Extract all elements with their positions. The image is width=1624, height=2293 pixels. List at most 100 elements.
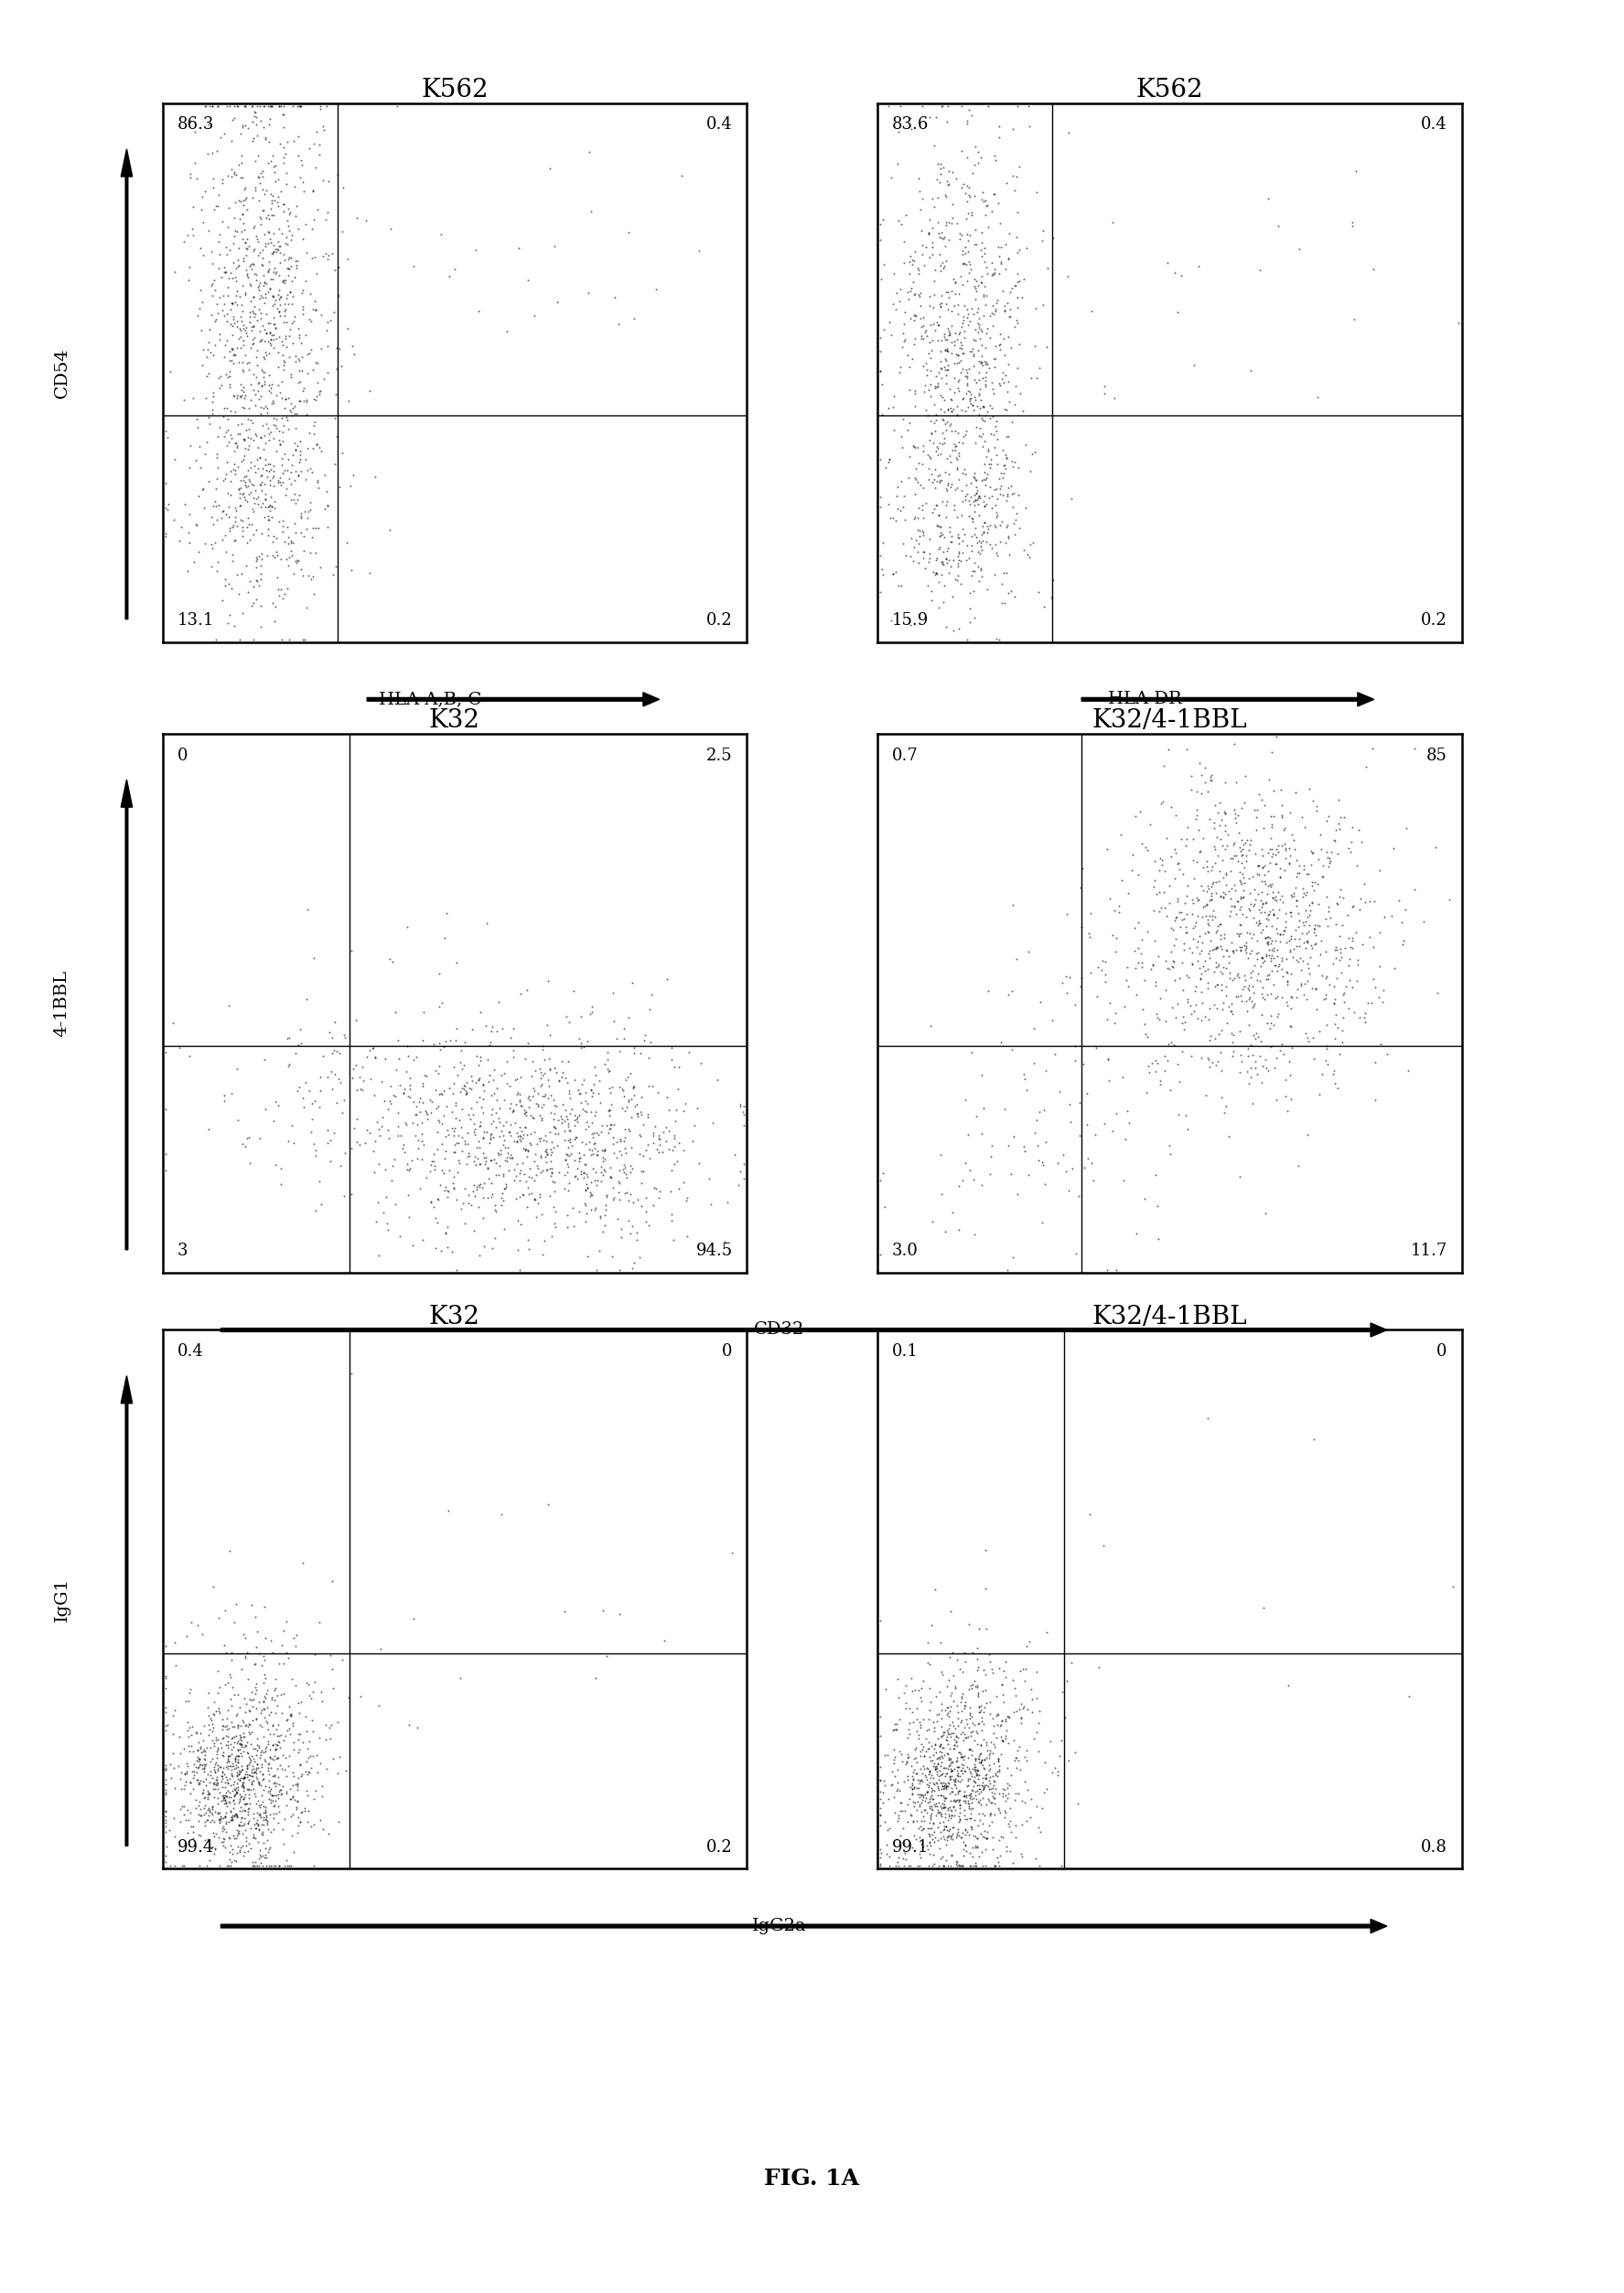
Point (1018, 1695, 1044, 1731)
Point (516, 1231, 542, 1268)
Point (252, 1825, 278, 1862)
Point (633, 1130, 659, 1167)
Point (945, 1846, 971, 1883)
Point (260, 1759, 286, 1795)
Point (908, 1750, 934, 1786)
Text: 85: 85 (1426, 748, 1447, 764)
Point (195, 1717, 221, 1754)
Point (974, 1814, 1000, 1850)
Point (1156, 1071, 1182, 1108)
Point (867, 1763, 893, 1800)
Point (211, 298, 237, 335)
Point (263, 1727, 289, 1763)
Point (539, 1156, 565, 1192)
Point (958, 1754, 984, 1791)
Point (270, 261, 296, 298)
Point (1083, 1030, 1109, 1066)
Point (892, 305, 918, 342)
Point (442, 1133, 468, 1169)
Point (929, 87, 955, 124)
Point (516, 1176, 542, 1213)
Point (908, 1777, 934, 1814)
Point (242, 1754, 268, 1791)
Point (180, 1809, 206, 1846)
Point (895, 1740, 921, 1777)
Point (1010, 392, 1036, 429)
Point (919, 1204, 945, 1241)
Point (1197, 761, 1223, 798)
Point (986, 1848, 1012, 1885)
Point (953, 245, 979, 282)
Point (247, 587, 273, 624)
Point (867, 488, 893, 525)
Point (1260, 874, 1286, 910)
Point (197, 1828, 222, 1864)
Point (991, 291, 1017, 328)
Point (1065, 1179, 1091, 1215)
Point (898, 271, 924, 307)
Point (1210, 984, 1236, 1020)
Point (247, 1768, 273, 1805)
Point (242, 484, 268, 521)
Point (929, 277, 955, 314)
Point (214, 1848, 240, 1885)
Point (299, 557, 325, 594)
Point (533, 1121, 559, 1158)
Point (1069, 908, 1095, 945)
Point (180, 543, 206, 580)
Point (258, 236, 284, 273)
Point (931, 1848, 957, 1885)
Point (1268, 940, 1294, 977)
Point (965, 314, 991, 351)
Point (190, 1763, 216, 1800)
Point (918, 332, 944, 369)
Point (260, 447, 286, 484)
Point (375, 1112, 401, 1149)
Point (231, 1779, 257, 1816)
Point (1181, 993, 1207, 1030)
Point (939, 335, 965, 371)
Point (158, 1848, 184, 1885)
Point (445, 1142, 471, 1179)
Point (250, 1793, 276, 1830)
Point (898, 608, 924, 644)
Point (1220, 933, 1246, 970)
Point (583, 1094, 609, 1130)
Point (961, 1743, 987, 1779)
Point (177, 1734, 203, 1770)
Point (1077, 954, 1103, 991)
Point (914, 1750, 940, 1786)
Point (242, 1807, 268, 1844)
Point (1013, 1802, 1039, 1839)
Point (606, 1165, 632, 1202)
Point (1246, 775, 1272, 812)
Point (271, 144, 297, 181)
Point (268, 541, 294, 578)
Point (284, 1073, 310, 1110)
Point (932, 179, 958, 216)
Point (261, 1715, 287, 1752)
Point (557, 1094, 583, 1130)
Point (934, 1818, 960, 1855)
Point (929, 424, 955, 461)
Point (890, 1841, 916, 1878)
Point (291, 532, 317, 569)
Point (305, 1720, 331, 1756)
Point (248, 456, 274, 493)
Point (536, 1041, 562, 1078)
Point (939, 1791, 965, 1828)
Point (242, 296, 268, 332)
Point (903, 1713, 929, 1750)
Point (190, 284, 216, 321)
Point (247, 1832, 273, 1869)
Point (206, 280, 232, 316)
Point (927, 376, 953, 413)
Point (1174, 731, 1200, 768)
Point (247, 537, 273, 573)
Point (304, 115, 330, 151)
Point (1002, 385, 1028, 422)
Point (200, 1706, 226, 1743)
Point (963, 273, 989, 310)
Point (213, 1805, 239, 1841)
Point (927, 1756, 953, 1793)
